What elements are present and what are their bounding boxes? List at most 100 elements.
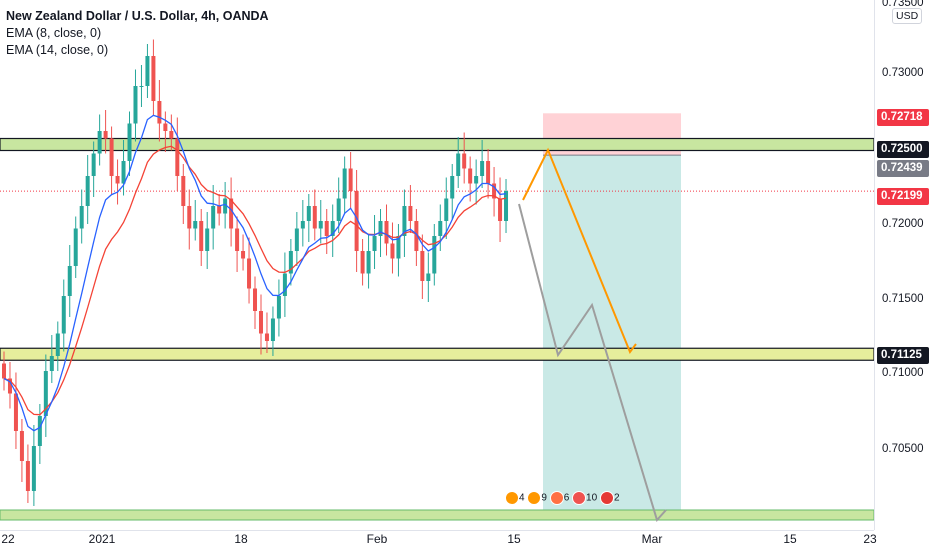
candle-body	[300, 221, 305, 229]
candle-body	[348, 168, 353, 191]
current-price-badge: 0.72199	[877, 188, 929, 205]
candle-body	[193, 221, 198, 229]
entry-price-badge: 0.72439	[877, 160, 929, 177]
candle-body	[145, 56, 150, 86]
candle-body	[205, 228, 210, 251]
candle-body	[2, 363, 6, 379]
candle-body	[163, 123, 168, 131]
price-tick: 0.71500	[882, 293, 924, 305]
candle-body	[504, 191, 509, 221]
ema-fast-label: EMA (8, close, 0)	[6, 26, 102, 40]
time-label: 2021	[88, 532, 116, 546]
candle-body	[49, 356, 54, 371]
price-tick: 0.73000	[882, 67, 924, 79]
candle-body	[288, 251, 293, 274]
candle-body	[264, 333, 269, 341]
candle-body	[384, 221, 389, 244]
candle-body	[169, 131, 174, 139]
candle-body	[19, 431, 24, 461]
candle-body	[408, 206, 413, 221]
candle-body	[7, 378, 12, 394]
drawing-layer	[518, 147, 667, 522]
candle-body	[276, 296, 281, 319]
candle-body	[199, 221, 204, 251]
candles-layer	[2, 39, 509, 506]
ema-slow-line	[3, 145, 507, 416]
event-flag-icon[interactable]	[505, 491, 519, 505]
candle-body	[121, 161, 126, 184]
candle-body	[247, 258, 252, 289]
candle-body	[37, 416, 42, 446]
candle-body	[253, 288, 258, 311]
candle-body	[354, 191, 359, 251]
candle-body	[85, 176, 90, 206]
candle-body	[336, 198, 341, 221]
candle-body	[151, 56, 156, 101]
price-tick: 0.73500	[882, 0, 924, 9]
candle-body	[420, 251, 425, 281]
candle-body	[67, 266, 72, 296]
time-label: 18	[234, 532, 248, 546]
event-count: 6	[563, 492, 570, 504]
candle-body	[402, 206, 407, 236]
symbol-title: New Zealand Dollar / U.S. Dollar, 4h, OA…	[6, 9, 269, 23]
candle-body	[426, 273, 431, 281]
candle-body	[55, 333, 60, 356]
gray-projection-path	[518, 203, 667, 522]
candle-body	[492, 183, 497, 199]
candle-body	[360, 251, 365, 274]
economic-events[interactable]: 4 9 6 10 2	[505, 491, 620, 505]
candle-body	[312, 206, 317, 229]
candle-body	[217, 206, 222, 214]
candle-body	[462, 153, 467, 169]
candle-body	[330, 221, 335, 236]
candle-body	[486, 161, 491, 184]
candle-body	[450, 176, 455, 199]
candle-body	[25, 461, 30, 491]
event-flag-icon[interactable]	[572, 491, 587, 505]
candle-body	[79, 206, 84, 229]
candle-body	[157, 101, 162, 124]
currency-label[interactable]: USD	[892, 8, 923, 24]
take-profit-zone	[543, 155, 681, 520]
candle-body	[181, 176, 186, 206]
time-label: Feb	[366, 532, 388, 546]
candle-body	[366, 251, 371, 274]
candle-body	[378, 221, 383, 236]
event-count: 9	[541, 492, 547, 504]
time-axis[interactable]	[0, 530, 874, 551]
candle-body	[73, 228, 78, 266]
lower-zone	[0, 509, 875, 521]
candle-body	[109, 138, 114, 176]
time-label: 23	[863, 532, 877, 546]
candle-body	[444, 198, 449, 221]
event-flag-icon[interactable]	[599, 491, 614, 505]
zones-layer	[0, 113, 875, 521]
candle-body	[258, 311, 263, 334]
candle-body	[13, 393, 18, 431]
candle-body	[414, 221, 419, 251]
stop-loss-price-badge: 0.72718	[877, 109, 929, 126]
candle-body	[318, 221, 323, 229]
orange-projection-path	[522, 147, 637, 355]
time-label: 15	[783, 532, 797, 546]
time-label: 15	[507, 532, 521, 546]
price-scale[interactable]	[874, 0, 932, 530]
candle-body	[187, 206, 192, 229]
candle-body	[372, 236, 377, 251]
event-count: 10	[586, 492, 598, 504]
support-price-badge: 0.71125	[877, 347, 929, 364]
candle-body	[390, 243, 395, 259]
event-count: 2	[613, 492, 620, 504]
candle-body	[97, 131, 102, 154]
candle-body	[432, 236, 437, 274]
candle-body	[31, 446, 36, 491]
candle-body	[306, 206, 311, 221]
event-flag-icon[interactable]	[549, 491, 564, 505]
candle-body	[211, 206, 216, 229]
price-tick: 0.71000	[882, 367, 924, 379]
candle-body	[61, 296, 66, 334]
event-flag-icon[interactable]	[527, 491, 542, 505]
ema-slow-label: EMA (14, close, 0)	[6, 43, 109, 57]
